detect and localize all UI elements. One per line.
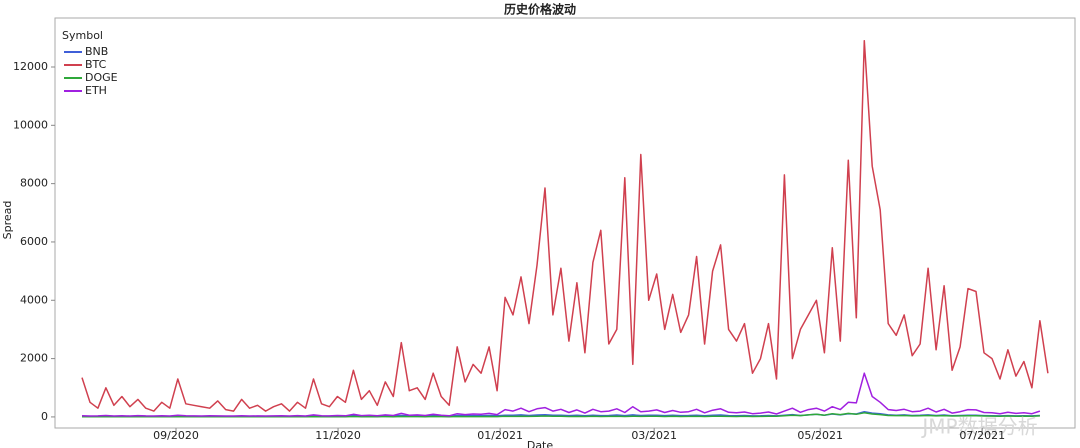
legend-title: Symbol <box>62 29 103 42</box>
x-tick-label: 05/2021 <box>797 429 843 442</box>
x-tick-label: 11/2020 <box>315 429 361 442</box>
legend-label: ETH <box>85 84 107 97</box>
series-line <box>82 412 1040 418</box>
y-axis-label: Spread <box>1 201 14 240</box>
legend-label: DOGE <box>85 71 118 84</box>
y-tick-label: 2000 <box>20 352 48 365</box>
y-tick-label: 8000 <box>20 177 48 190</box>
y-tick-label: 10000 <box>13 118 48 131</box>
legend-label: BNB <box>85 45 108 58</box>
y-tick-label: 4000 <box>20 293 48 306</box>
chart-title: 历史价格波动 <box>504 2 576 17</box>
y-tick-label: 6000 <box>20 235 48 248</box>
y-tick-label: 0 <box>41 410 48 423</box>
x-axis-label: Date <box>527 439 554 448</box>
x-tick-label: 03/2021 <box>631 429 677 442</box>
plot-frame <box>54 17 1076 429</box>
series-line <box>81 372 1041 417</box>
legend-label: BTC <box>85 58 107 71</box>
y-tick-label: 12000 <box>13 60 48 73</box>
watermark: JMP数据分析 <box>920 415 1037 439</box>
x-tick-label: 01/2021 <box>477 429 523 442</box>
x-tick-label: 09/2020 <box>153 429 199 442</box>
plot-area <box>81 39 1049 418</box>
x-tick-label: 07/2021 <box>959 429 1005 442</box>
series-line <box>81 39 1049 412</box>
